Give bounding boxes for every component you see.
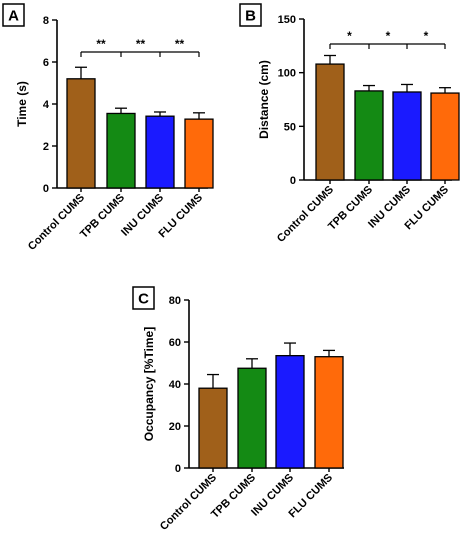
significance-label: * bbox=[386, 29, 391, 43]
y-tick-label: 6 bbox=[43, 57, 49, 69]
bar bbox=[184, 118, 214, 189]
panel-label: B bbox=[245, 8, 256, 25]
y-tick-label: 80 bbox=[169, 295, 181, 307]
y-tick-label: 0 bbox=[43, 183, 49, 195]
bar bbox=[314, 356, 344, 469]
bar bbox=[430, 92, 460, 181]
bar bbox=[315, 63, 345, 181]
y-axis-title: Distance (cm) bbox=[257, 60, 271, 139]
significance-label: * bbox=[424, 29, 429, 43]
y-tick-label: 4 bbox=[43, 99, 50, 111]
y-tick-label: 150 bbox=[278, 14, 296, 26]
y-tick-label: 0 bbox=[290, 175, 296, 187]
y-tick-label: 40 bbox=[169, 379, 181, 391]
bar bbox=[145, 115, 175, 189]
y-tick-label: 8 bbox=[43, 15, 49, 27]
category-label: Control CUMS bbox=[275, 184, 336, 245]
y-tick-label: 2 bbox=[43, 141, 49, 153]
bar bbox=[198, 387, 228, 469]
bar bbox=[392, 91, 422, 181]
category-label: Control CUMS bbox=[158, 472, 219, 533]
panel-label-box bbox=[239, 3, 262, 27]
significance-label: ** bbox=[96, 37, 106, 51]
bar bbox=[106, 112, 136, 189]
y-tick-label: 60 bbox=[169, 337, 181, 349]
y-tick-label: 0 bbox=[175, 463, 181, 475]
panel-label-box bbox=[2, 3, 25, 27]
category-label: Control CUMS bbox=[26, 192, 87, 253]
significance-label: * bbox=[347, 29, 352, 43]
panel-label: A bbox=[8, 8, 19, 25]
y-tick-label: 100 bbox=[278, 68, 296, 80]
y-tick-label: 50 bbox=[284, 121, 296, 133]
bar bbox=[354, 90, 384, 181]
significance-label: ** bbox=[136, 37, 146, 51]
y-tick-label: 20 bbox=[169, 421, 181, 433]
significance-label: ** bbox=[175, 37, 185, 51]
y-axis-title: Occupancy [%Time] bbox=[142, 327, 156, 441]
bar bbox=[237, 367, 267, 469]
bar bbox=[275, 354, 305, 469]
panel-label: C bbox=[138, 291, 149, 308]
panel-label-box bbox=[132, 286, 155, 310]
bar bbox=[66, 78, 96, 189]
y-axis-title: Time (s) bbox=[15, 81, 29, 127]
